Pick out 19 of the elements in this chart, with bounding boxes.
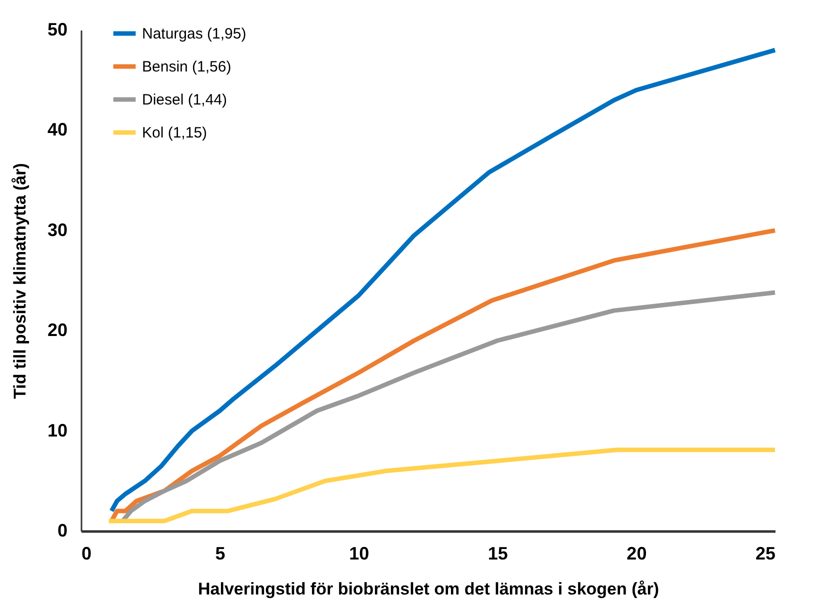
legend-label: Bensin (1,56) (142, 58, 232, 76)
y-tick-label: 40 (47, 120, 68, 140)
y-axis-title: Tid till positiv klimatnytta (år) (10, 163, 30, 399)
legend-label: Kol (1,15) (142, 124, 208, 142)
y-tick-label: 50 (47, 20, 68, 40)
y-tick-label: 10 (47, 420, 68, 440)
y-tick-label: 0 (57, 520, 68, 540)
y-tick-label: 30 (47, 220, 68, 240)
x-tick-label: 25 (755, 544, 776, 564)
x-tick-label: 20 (626, 544, 647, 564)
line-series (109, 48, 778, 514)
x-tick-label: 15 (488, 544, 508, 564)
y-tick-label: 20 (47, 320, 68, 340)
x-tick-label: 10 (349, 544, 370, 564)
x-tick-label: 0 (82, 544, 92, 564)
legend-label: Naturgas (1,95) (142, 26, 246, 42)
x-tick-label: 5 (215, 544, 226, 564)
legend-label: Diesel (1,44) (142, 92, 228, 108)
x-axis-title: Halveringstid för biobränslet om det lämnas i skogen (år) (198, 580, 659, 598)
